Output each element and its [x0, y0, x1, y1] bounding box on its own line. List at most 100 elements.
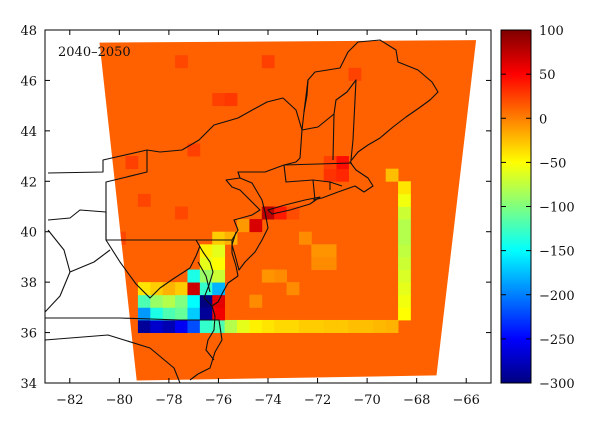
heatmap-cell	[175, 55, 188, 69]
y-tick-label: 40	[20, 226, 37, 241]
heatmap-cell	[199, 244, 213, 258]
heatmap-cell	[137, 307, 151, 321]
heatmap-cell	[261, 55, 275, 69]
x-tick-label: −76	[205, 393, 232, 408]
heatmap-cell	[199, 294, 213, 308]
x-tick-label: −74	[254, 393, 281, 408]
heatmap-cell	[187, 282, 201, 296]
heatmap-cell	[224, 319, 238, 333]
heatmap-cell	[150, 294, 164, 308]
heatmap-cell	[385, 319, 399, 333]
boundary-long-island	[267, 196, 321, 215]
heatmap-cell	[113, 231, 126, 245]
heatmap-cell	[237, 219, 250, 233]
x-tick-label: −78	[155, 393, 182, 408]
heatmap-cell	[175, 294, 188, 308]
heatmap-cell	[373, 319, 387, 333]
heatmap-cell	[398, 269, 411, 283]
x-tick-label: −66	[453, 393, 480, 408]
heatmap-cell	[336, 319, 349, 333]
boundary-ohio	[47, 209, 107, 240]
heatmap-cell	[187, 269, 201, 283]
heatmap-cell	[385, 168, 399, 182]
x-tick-label: −72	[304, 393, 331, 408]
heatmap-cell	[298, 319, 312, 333]
heatmap-cell	[323, 168, 337, 182]
heatmap-cell	[175, 282, 188, 296]
heatmap-cell	[150, 319, 164, 333]
heatmap-cell	[224, 231, 238, 245]
heatmap-cell	[175, 319, 188, 333]
heatmap-cell	[398, 206, 411, 220]
heatmap-cell	[274, 206, 287, 220]
heatmap-cell	[162, 307, 176, 321]
heatmap-cell	[286, 282, 300, 296]
colorbar-tick-label: 100	[539, 24, 564, 39]
heatmap-cell	[261, 269, 275, 283]
heatmap-cell	[175, 307, 188, 321]
heatmap-cell	[212, 256, 226, 270]
heatmap-cell	[212, 93, 226, 107]
heatmap-cell	[261, 319, 275, 333]
heatmap-cell	[298, 231, 312, 245]
boundary-tennessee	[45, 334, 181, 383]
boundary-vt-nh-me	[301, 79, 357, 161]
heatmap-cell	[311, 319, 325, 333]
heatmap-cell	[137, 319, 151, 333]
heatmap-cell	[360, 319, 374, 333]
heatmap-cell	[212, 282, 226, 296]
heatmap-cell	[398, 256, 411, 270]
heatmap-cell	[323, 156, 337, 170]
heatmap-cell	[199, 319, 213, 333]
heatmap-cell	[137, 282, 151, 296]
heatmap-cell	[187, 143, 201, 157]
colorbar-tick-label: −300	[539, 377, 575, 392]
heatmap-cell	[175, 206, 188, 220]
heatmap-cell	[398, 282, 411, 296]
heatmap-cell	[348, 319, 362, 333]
heatmap-cell	[249, 294, 263, 308]
x-tick-label: −82	[56, 393, 83, 408]
y-axis: 34 36 38 40 42 44 46 48	[20, 24, 491, 392]
x-axis: −82 −80 −78 −76 −74 −72 −70 −68 −66	[56, 30, 480, 408]
colorbar-tick-label: −250	[539, 333, 575, 348]
heatmap-cell	[249, 319, 263, 333]
heatmap-cell	[249, 219, 263, 233]
heatmap-cell	[137, 294, 151, 308]
heatmap-cell	[274, 319, 287, 333]
heatmap-cell	[212, 319, 226, 333]
colorbar: 100 50 0 −50 −100 −150 −200 −250 −300	[500, 24, 575, 392]
boundary-ny-pa-oh	[47, 97, 303, 241]
heatmap-cell	[125, 156, 139, 170]
heatmap-cell	[237, 319, 250, 333]
heatmap-cell	[348, 67, 362, 81]
heatmap-cell	[398, 307, 411, 321]
heatmap-cell	[187, 294, 201, 308]
colorbar-ticks: 100 50 0 −50 −100 −150 −200 −250 −300	[501, 24, 575, 392]
colorbar-tick-label: −50	[539, 156, 566, 171]
heatmap-cell	[137, 193, 151, 207]
heatmap-cell	[212, 231, 226, 245]
heatmap-cell	[311, 244, 325, 258]
colorbar-tick-label: −150	[539, 245, 575, 260]
boundary-ma-ct-ri	[283, 162, 353, 201]
boundary-virginia-nc	[45, 317, 223, 381]
y-tick-label: 36	[20, 327, 37, 342]
heatmap-cell	[323, 319, 337, 333]
x-tick-label: −80	[106, 393, 133, 408]
heatmap-cell	[398, 231, 411, 245]
heatmap-cell	[274, 269, 287, 283]
y-tick-label: 48	[20, 24, 37, 39]
heatmap-cell	[286, 319, 300, 333]
heatmap-cell	[398, 193, 411, 207]
heatmap-cell	[398, 219, 411, 233]
heatmap-cell	[212, 244, 226, 258]
heatmap-cell	[199, 307, 213, 321]
heatmap-cell	[150, 282, 164, 296]
heatmap-cell	[336, 168, 349, 182]
heatmap-cell	[286, 206, 300, 220]
heatmap-cell	[323, 244, 337, 258]
y-tick-label: 34	[20, 377, 37, 392]
panel-label: 2040–2050	[58, 45, 131, 60]
